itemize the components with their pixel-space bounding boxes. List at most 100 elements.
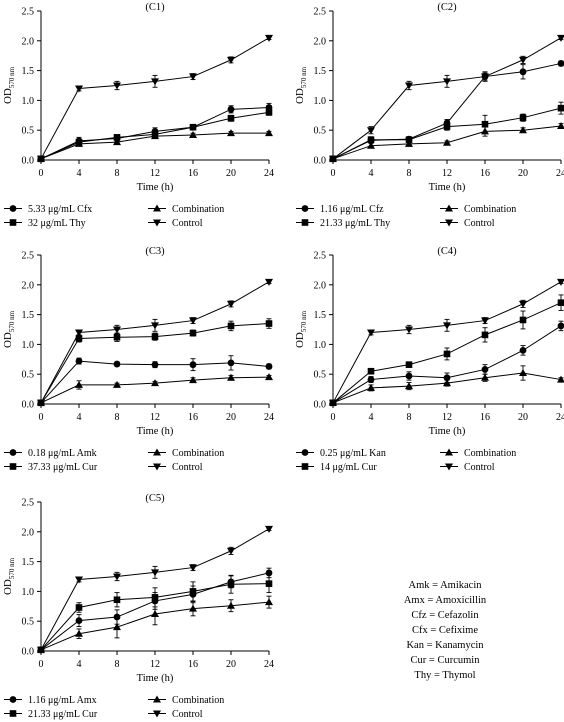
legend-marker <box>9 463 17 470</box>
y-axis-label-main: OD <box>2 332 14 348</box>
legend-label: Combination <box>464 448 516 459</box>
data-point <box>151 610 159 618</box>
y-tick-label: 0.5 <box>314 126 327 137</box>
data-point <box>189 361 197 369</box>
legend-marker <box>153 219 161 227</box>
legend-label: 1.16 μg/mL Amx <box>28 695 97 706</box>
data-point <box>367 141 375 149</box>
y-axis-label-main: OD <box>2 579 14 595</box>
legend-label: 14 μg/mL Cur <box>320 462 377 473</box>
series-4 <box>329 278 564 407</box>
legend-item: Control <box>148 218 203 229</box>
legend-marker <box>153 463 161 471</box>
data-point <box>227 547 235 555</box>
abbreviation-item: Thy = Thymol <box>414 670 476 681</box>
chart-title: (C4) <box>437 246 457 257</box>
legend-item: 5.33 μg/mL Cfx <box>4 204 92 215</box>
data-point <box>481 366 489 373</box>
legend-item: Control <box>440 462 495 473</box>
x-tick-label: 8 <box>115 659 120 670</box>
data-point <box>113 573 121 581</box>
data-point <box>367 329 375 337</box>
legend-marker <box>445 463 453 471</box>
legend-item: Combination <box>148 448 224 459</box>
data-point <box>151 131 159 138</box>
legend: 5.33 μg/mL Cfx Combination 32 μg/mL Thy Con… <box>4 204 224 229</box>
legend-item: Control <box>148 462 203 473</box>
series-3 <box>329 294 564 407</box>
data-point <box>151 569 159 577</box>
x-axis-label: Time (h) <box>137 426 174 437</box>
x-tick-label: 20 <box>226 412 236 423</box>
legend: 0.18 μg/mL Amk Combination 37.33 μg/mL Cur… <box>4 448 224 473</box>
chart-title: (C2) <box>437 2 457 13</box>
data-point <box>519 126 527 134</box>
data-point <box>227 580 235 588</box>
data-point <box>481 120 489 128</box>
data-point <box>75 629 83 637</box>
legend-item: 0.18 μg/mL Amk <box>4 448 97 459</box>
legend-label: 21.33 μg/mL Thy <box>320 218 390 229</box>
data-point <box>405 139 413 147</box>
y-tick-label: 2.0 <box>22 527 35 538</box>
data-point <box>75 329 83 337</box>
abbreviation-item: Amx = Amoxicillin <box>403 595 487 606</box>
x-axis-label: Time (h) <box>137 182 174 193</box>
legend-label: 32 μg/mL Thy <box>28 218 86 229</box>
data-point <box>227 56 235 64</box>
data-point <box>151 361 159 369</box>
x-axis-label: Time (h) <box>429 426 466 437</box>
legend: 0.25 μg/mL Kan Combination 14 μg/mL Cur Con… <box>296 448 516 473</box>
y-tick-label: 2.5 <box>314 251 327 262</box>
series-3 <box>37 108 273 163</box>
y-tick-label: 1.0 <box>22 96 35 107</box>
x-tick-label: 24 <box>264 659 274 670</box>
data-point <box>557 322 564 330</box>
series-4 <box>37 525 273 654</box>
data-point <box>329 399 337 407</box>
data-point <box>151 333 159 340</box>
y-axis-label-subscript: 570 nm <box>300 310 308 332</box>
data-point <box>557 104 564 112</box>
data-point <box>265 598 273 606</box>
data-point <box>227 359 235 367</box>
chart-title: (C5) <box>145 493 165 504</box>
y-tick-label: 2.5 <box>22 7 35 18</box>
legend-label: Combination <box>172 695 224 706</box>
data-point <box>227 300 235 308</box>
series-3 <box>329 101 564 163</box>
y-tick-label: 0.0 <box>22 156 35 167</box>
data-point <box>189 317 197 325</box>
data-point <box>519 346 527 354</box>
data-point <box>227 114 235 122</box>
chart-title: (C1) <box>145 2 165 13</box>
legend-item: 0.25 μg/mL Kan <box>296 448 386 459</box>
legend-marker <box>153 695 161 703</box>
legend-marker <box>153 204 161 212</box>
abbreviation-item: Cfz = Cefazolin <box>411 610 479 621</box>
x-tick-label: 8 <box>407 168 412 179</box>
y-tick-label: 2.0 <box>314 280 327 291</box>
data-point <box>265 278 273 286</box>
legend-item: Combination <box>440 448 516 459</box>
legend-label: Control <box>172 709 203 720</box>
x-tick-label: 20 <box>518 412 528 423</box>
data-point <box>189 130 197 138</box>
data-point <box>405 136 413 144</box>
y-axis-label-subscript: 570 nm <box>300 66 308 88</box>
x-tick-label: 16 <box>188 168 198 179</box>
legend-marker <box>445 219 453 227</box>
chart-panel-5: 0.0 0.5 1.0 1.5 2.0 2.5 0 4 8 12 16 20 24 (C5) Time (h… <box>2 493 274 720</box>
data-point <box>367 367 375 375</box>
series-1 <box>329 320 564 407</box>
legend-label: Control <box>172 462 203 473</box>
x-tick-label: 12 <box>442 412 452 423</box>
data-point <box>443 322 451 330</box>
chart-panel-1: 0.0 0.5 1.0 1.5 2.0 2.5 0 4 8 12 16 20 24 (C1) Time (h… <box>2 2 274 229</box>
y-tick-label: 1.5 <box>314 66 327 77</box>
legend-item: Combination <box>148 204 224 215</box>
y-tick-label: 1.5 <box>22 310 35 321</box>
data-point <box>113 333 121 341</box>
data-point <box>265 363 273 370</box>
y-tick-label: 0.5 <box>22 617 35 628</box>
